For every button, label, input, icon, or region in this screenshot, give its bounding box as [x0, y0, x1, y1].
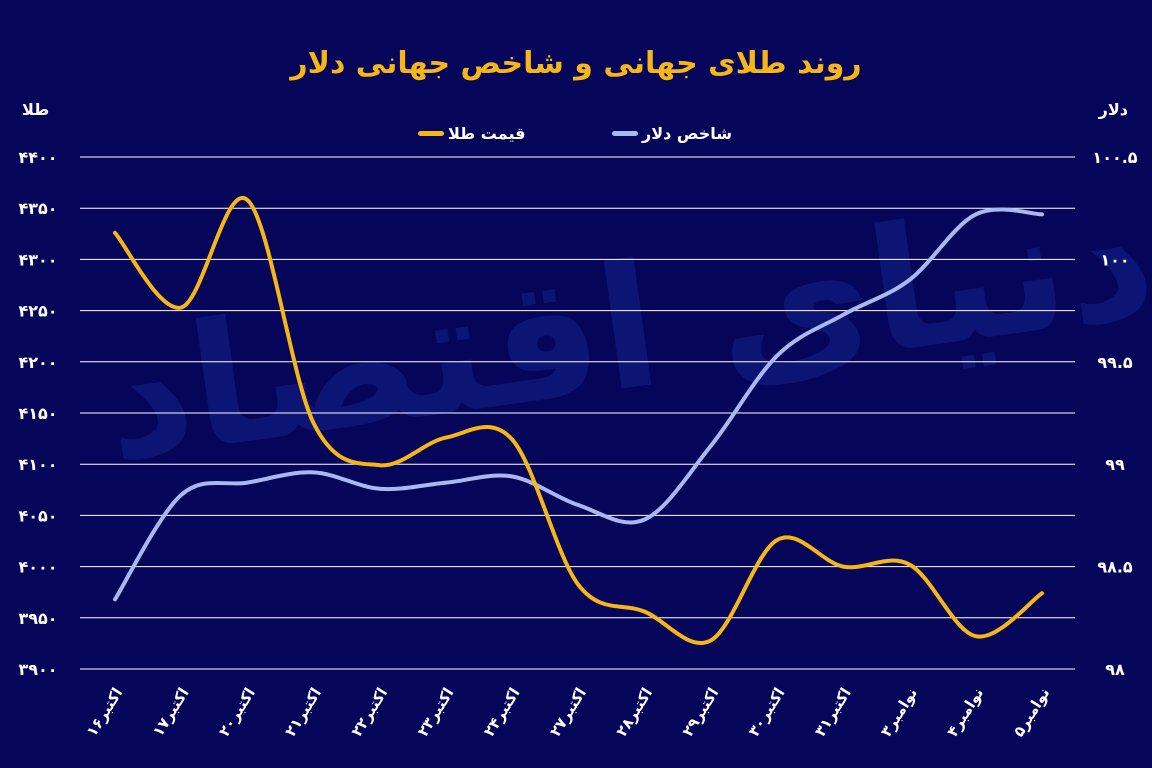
x-tick-label: ۲۰اکتبر [215, 685, 259, 740]
x-tick-label: ۲۳اکتبر [414, 685, 458, 740]
left-tick-label: ۴۱۰۰ [18, 455, 57, 474]
legend-item-gold: قیمت طلا [418, 124, 525, 143]
dollar-index-line [113, 207, 1044, 602]
left-tick-label: ۳۹۰۰ [18, 660, 57, 679]
x-tick-label: ۲۱اکتبر [281, 685, 325, 740]
chart-title: روند طلای جهانی و شاخص جهانی دلار [290, 46, 862, 81]
left-tick-label: ۴۰۵۰ [18, 506, 57, 525]
x-tick-label: ۱۶اکتبر [83, 685, 127, 740]
left-axis-label: طلا [22, 100, 50, 119]
right-tick-label: ۹۸ [1105, 660, 1125, 679]
left-tick-label: ۴۱۵۰ [18, 404, 57, 423]
legend-swatch-dollar [612, 131, 638, 136]
gold-price-line [113, 195, 1044, 645]
left-tick-label: ۴۳۰۰ [18, 250, 57, 269]
right-axis-label: دلار [1098, 100, 1128, 119]
right-tick-label: ۱۰۰ [1100, 250, 1129, 269]
left-tick-label: ۴۴۰۰ [18, 148, 57, 167]
x-tick-label: ۲۲اکتبر [347, 685, 391, 740]
left-tick-label: ۴۳۵۰ [18, 199, 57, 218]
x-tick-label: ۳نوامبر [877, 685, 921, 740]
x-tick-label: ۳۱اکتبر [811, 685, 855, 740]
left-tick-label: ۴۲۵۰ [18, 302, 57, 321]
x-tick-label: ۳۰اکتبر [745, 685, 789, 740]
x-tick-label: ۲۷اکتبر [546, 685, 590, 740]
legend-item-dollar: شاخص دلار [612, 124, 732, 143]
x-tick-label: ۵نوامبر [1009, 685, 1053, 740]
left-tick-label: ۳۹۵۰ [18, 609, 57, 628]
left-tick-label: ۴۲۰۰ [18, 353, 57, 372]
legend-swatch-gold [418, 131, 444, 136]
x-tick-label: ۴نوامبر [943, 685, 987, 740]
legend-label-dollar: شاخص دلار [642, 124, 733, 143]
right-tick-label: ۹۹.۵ [1097, 353, 1133, 372]
x-tick-label: ۲۴اکتبر [480, 685, 524, 740]
right-tick-label: ۱۰۰.۵ [1092, 148, 1137, 167]
x-tick-label: ۲۸اکتبر [612, 685, 656, 740]
right-tick-label: ۹۹ [1105, 455, 1125, 474]
x-tick-label: ۲۹اکتبر [679, 685, 723, 740]
right-tick-label: ۹۸.۵ [1097, 558, 1133, 577]
left-tick-label: ۴۰۰۰ [18, 558, 57, 577]
legend-label-gold: قیمت طلا [448, 124, 526, 143]
x-tick-label: ۱۷اکتبر [149, 685, 193, 740]
